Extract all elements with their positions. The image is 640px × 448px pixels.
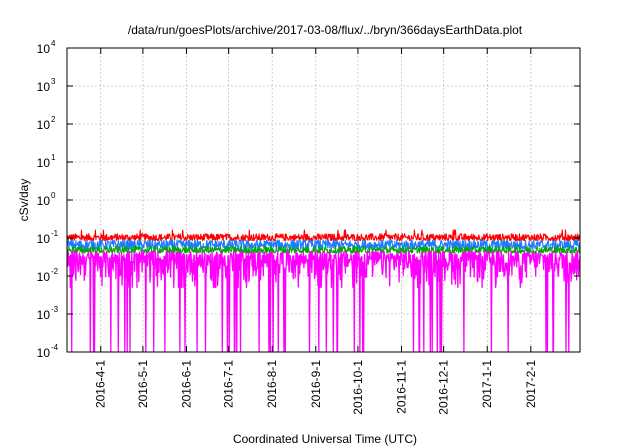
x-tick-label: 2017-1-1 xyxy=(480,360,494,408)
y-tick-label: 10 xyxy=(37,42,51,56)
series-layer xyxy=(66,229,581,353)
x-axis-label: Coordinated Universal Time (UTC) xyxy=(233,432,417,446)
y-tick-label: 10 xyxy=(37,156,51,170)
y-tick-label: 10 xyxy=(37,118,51,132)
x-axis: 2016-4-1 2016-5-1 2016-6-1 2016-7-1 2016-8-1… xyxy=(94,48,538,415)
x-tick-label: 2016-5-1 xyxy=(136,360,150,408)
y-tick-exponent: 1 xyxy=(51,153,56,162)
x-tick-label: 2017-2-1 xyxy=(524,360,538,408)
y-tick-label: 10 xyxy=(37,346,51,360)
series-line-3 xyxy=(66,245,581,254)
x-tick-label: 2016-9-1 xyxy=(309,360,323,408)
y-tick-exponent: -4 xyxy=(51,343,59,352)
x-tick-label: 2016-7-1 xyxy=(222,360,236,408)
y-tick-exponent: 2 xyxy=(51,115,56,124)
series-line-2 xyxy=(66,239,581,250)
y-tick-exponent: -3 xyxy=(51,305,59,314)
y-tick-exponent: 4 xyxy=(51,39,56,48)
x-tick-label: 2016-12-1 xyxy=(437,360,451,415)
x-tick-label: 2016-4-1 xyxy=(94,360,108,408)
x-tick-label: 2016-10-1 xyxy=(351,360,365,415)
y-tick-label: 10 xyxy=(37,194,51,208)
y-tick-label: 10 xyxy=(37,232,51,246)
chart-title: /data/run/goesPlots/archive/2017-03-08/f… xyxy=(128,23,523,37)
y-tick-exponent: -2 xyxy=(51,267,59,276)
x-tick-label: 2016-8-1 xyxy=(265,360,279,408)
y-tick-label: 10 xyxy=(37,308,51,322)
series-line-4 xyxy=(66,250,581,353)
y-tick-exponent: 0 xyxy=(51,191,56,200)
y-tick-label: 10 xyxy=(37,270,51,284)
x-tick-label: 2016-11-1 xyxy=(395,360,409,414)
y-tick-exponent: 3 xyxy=(51,77,56,86)
y-tick-exponent: -1 xyxy=(51,229,59,238)
y-tick-label: 10 xyxy=(37,80,51,94)
x-tick-label: 2016-6-1 xyxy=(179,360,193,408)
y-axis-label: cSv/day xyxy=(17,179,31,222)
